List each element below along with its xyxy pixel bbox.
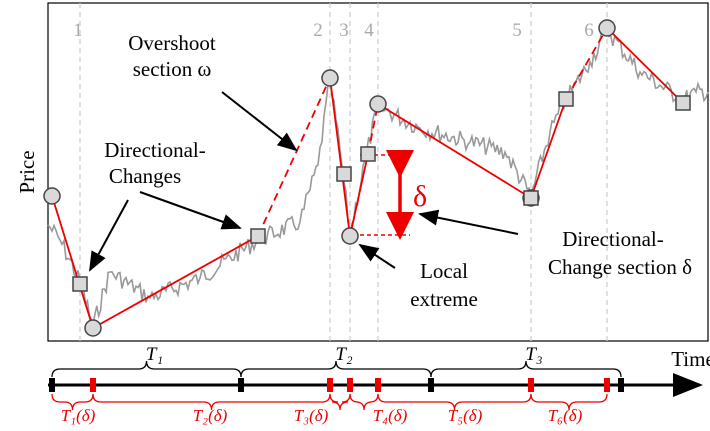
period-tick [238,378,244,392]
annotation: Overshoot [128,31,216,55]
period-label: T₂ [335,344,353,365]
annotation: Changes [109,164,181,188]
brace [92,393,331,411]
brace [240,360,432,378]
dc-period-label: T₃(δ) [294,406,329,425]
brace [377,393,532,411]
dc-period-label: T₄(δ) [373,406,408,425]
event-number: 5 [512,20,522,41]
period-tick [618,378,624,392]
y-label: Price [15,150,39,193]
dc-period-label: T₂(δ) [193,406,228,425]
annotation: extreme [410,287,478,311]
dc-period-label: T₅(δ) [448,406,483,425]
dc-tick [375,378,381,392]
annotation: Directional- [104,138,205,162]
timeline [48,373,703,397]
event-number: 3 [339,20,349,41]
delta-label: δ [413,180,427,213]
dc-tick [347,378,353,392]
dc-tick [604,378,610,392]
x-label: Time [671,347,710,371]
brace [530,393,608,411]
brace [349,393,379,411]
markers [43,19,691,337]
dc-tick [327,378,333,392]
period-tick [49,378,55,392]
pointer-arrows [89,91,519,272]
period-label: T₃ [525,344,542,365]
annotation: Directional- [562,227,663,251]
brace [430,360,622,378]
event-number: 6 [584,20,594,41]
dc-period-label: T₆(δ) [548,406,583,425]
dc-tick [90,378,96,392]
annotation: Change section δ [548,255,692,279]
event-number: 4 [364,20,374,41]
dc-period-label: T₁(δ) [61,406,96,425]
period-label: T₁ [146,344,163,365]
period-tick [428,378,434,392]
brace [51,360,242,378]
brace [51,393,94,411]
brace [329,393,351,411]
annotation: section ω [133,57,212,81]
event-number: 1 [73,20,83,41]
event-number: 2 [313,20,323,41]
dc-tick [528,378,534,392]
annotation: Local [420,259,468,283]
